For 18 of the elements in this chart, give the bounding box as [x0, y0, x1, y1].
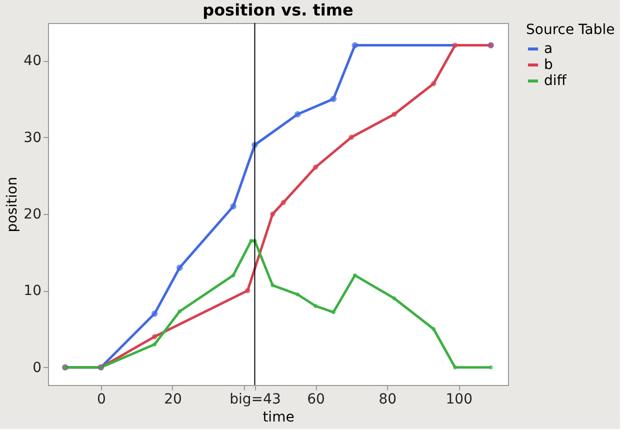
legend-title: Source Table	[526, 22, 615, 38]
y-tick-label: 30	[24, 130, 42, 146]
y-tick-label: 0	[32, 360, 42, 376]
chart-title: position vs. time	[202, 0, 354, 20]
x-axis-title: time	[262, 410, 294, 426]
y-axis-title: position	[4, 176, 21, 232]
legend-label: diff	[544, 73, 567, 89]
x-tick-label: 80	[378, 392, 397, 408]
legend-label: b	[544, 57, 553, 73]
y-tick-label: 40	[24, 53, 42, 70]
x-tick-label: 20	[164, 392, 182, 408]
y-tick-label: 20	[24, 206, 42, 222]
legend-label: a	[544, 41, 553, 57]
y-tick-label: 10	[24, 283, 42, 300]
x-tick-label: 0	[96, 392, 106, 408]
x-tick-label: 60	[307, 392, 325, 408]
x-tick-label: big=43	[230, 392, 281, 408]
x-tick-label: 100	[446, 392, 473, 408]
